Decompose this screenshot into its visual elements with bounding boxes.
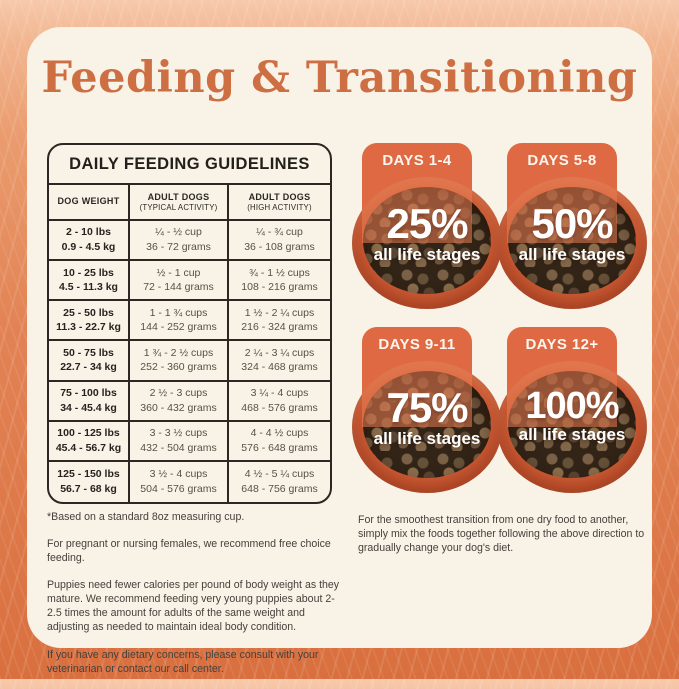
days-badge-label: DAYS 9-11 (378, 336, 456, 353)
table-cell-weight: 50 - 75 lbs 22.7 - 34 kg (49, 341, 130, 382)
mix-label: all life stages (373, 429, 481, 448)
mix-percent: 25% (386, 200, 468, 247)
transition-note: For the smoothest transition from one dr… (358, 514, 645, 555)
table-cell-typical: 3 - 3 ½ cups 432 - 504 grams (130, 421, 229, 462)
stage-days-9-11: DAYS 9-11 75% all life stages (352, 327, 502, 507)
table-row: 100 - 125 lbs 45.4 - 56.7 kg 3 - 3 ½ cups 4… (49, 421, 330, 462)
transition-stages: DAYS 1-4 25% all life stages DAYS 5-8 50… (352, 143, 652, 513)
footnote-measuring-cup: *Based on a standard 8oz measuring cup. (47, 511, 245, 523)
table-cell-high: ¾ - 1 ½ cups 108 - 216 grams (229, 261, 330, 302)
note-puppies: Puppies need fewer calories per pound of… (47, 579, 340, 634)
table-row: 75 - 100 lbs 34 - 45.4 kg 2 ½ - 3 cups 360 … (49, 381, 330, 422)
mix-percent: 50% (531, 200, 613, 247)
table-cell-high: ¼ - ¾ cup 36 - 108 grams (229, 221, 330, 262)
table-cell-weight: 75 - 100 lbs 34 - 45.4 kg (49, 381, 130, 422)
mix-percent: 100% (525, 385, 619, 427)
column-header-dog-weight: DOG WEIGHT (49, 185, 130, 221)
table-row: 125 - 150 lbs 56.7 - 68 kg 3 ½ - 4 cups 504… (49, 461, 330, 502)
feeding-notes: *Based on a standard 8oz measuring cup. … (47, 510, 349, 689)
daily-feeding-guidelines-table: DAILY FEEDING GUIDELINES DOG WEIGHT ADUL… (47, 143, 332, 504)
kibble-bowl-image (497, 177, 647, 309)
note-dietary-concerns: If you have any dietary concerns, please… (47, 648, 319, 675)
table-cell-typical: 1 ¾ - 2 ½ cups 252 - 360 grams (130, 341, 229, 382)
table-cell-typical: 3 ½ - 4 cups 504 - 576 grams (130, 461, 229, 502)
table-header-row: DOG WEIGHT ADULT DOGS (TYPICAL ACTIVITY)… (49, 185, 330, 221)
table-cell-high: 3 ¼ - 4 cups 468 - 576 grams (229, 382, 330, 422)
table-cell-high: 4 ½ - 5 ¼ cups 648 - 756 grams (241, 468, 318, 495)
kibble-bowl-image (352, 361, 502, 493)
table-cell-weight: 100 - 125 lbs 45.4 - 56.7 kg (49, 421, 130, 462)
table-cell-weight: 125 - 150 lbs 56.7 - 68 kg (49, 461, 130, 502)
mix-ratio: 75% all life stages (352, 387, 502, 449)
table-cell-weight: 25 - 50 lbs 11.3 - 22.7 kg (49, 301, 130, 342)
table-cell-typical: 2 ½ - 3 cups 360 - 432 grams (130, 381, 229, 422)
note-pregnant-nursing: For pregnant or nursing females, we reco… (47, 538, 331, 565)
mix-label: all life stages (518, 245, 626, 264)
stage-days-1-4: DAYS 1-4 25% all life stages (352, 143, 502, 323)
table-cell-typical: 1 - 1 ¾ cups 144 - 252 grams (130, 301, 229, 342)
mix-ratio: 100% all life stages (497, 387, 647, 445)
stage-days-12-plus: DAYS 12+ 100% all life stages (497, 327, 647, 507)
table-row: 10 - 25 lbs 4.5 - 11.3 kg ½ - 1 cup 72 - 14… (49, 261, 330, 302)
table-cell-weight: 2 - 10 lbs 0.9 - 4.5 kg (49, 221, 130, 262)
content-card: Feeding & Transitioning DAILY FEEDING GU… (27, 27, 652, 675)
mix-ratio: 50% all life stages (497, 203, 647, 265)
badge-tint-overlay (362, 177, 472, 243)
mix-label: all life stages (518, 425, 626, 444)
column-header-high-activity: ADULT DOGS (HIGH ACTIVITY) (229, 185, 330, 221)
table-cell-high: 2 ¼ - 3 ¼ cups 324 - 468 grams (229, 341, 330, 382)
mix-label: all life stages (373, 245, 481, 264)
column-header-typical-activity: ADULT DOGS (TYPICAL ACTIVITY) (130, 185, 229, 221)
kibble-bowl-image (497, 361, 647, 493)
badge-tint-overlay (507, 361, 617, 427)
days-badge-label: DAYS 1-4 (382, 152, 452, 169)
table-cell-high: 1 ½ - 2 ¼ cups 216 - 324 grams (229, 301, 330, 342)
table-cell-typical: ½ - 1 cup 72 - 144 grams (130, 261, 229, 302)
mix-ratio: 25% all life stages (352, 203, 502, 265)
table-row: 2 - 10 lbs 0.9 - 4.5 kg ¼ - ½ cup 36 - 72 g… (49, 221, 330, 262)
page-title: Feeding & Transitioning (41, 53, 638, 103)
table-row: 25 - 50 lbs 11.3 - 22.7 kg 1 - 1 ¾ cups 144… (49, 301, 330, 342)
days-badge-label: DAYS 12+ (525, 336, 599, 353)
table-row: 50 - 75 lbs 22.7 - 34 kg 1 ¾ - 2 ½ cups 252… (49, 341, 330, 382)
days-badge-label: DAYS 5-8 (527, 152, 597, 169)
badge-tint-overlay (362, 361, 472, 427)
table-cell-weight: 10 - 25 lbs 4.5 - 11.3 kg (49, 261, 130, 302)
kibble-bowl-image (352, 177, 502, 309)
table-cell-high: 4 - 4 ½ cups 576 - 648 grams (229, 422, 330, 462)
table-title: DAILY FEEDING GUIDELINES (49, 145, 330, 185)
mix-percent: 75% (386, 384, 468, 431)
stage-days-5-8: DAYS 5-8 50% all life stages (497, 143, 647, 323)
table-cell-typical: ¼ - ½ cup 36 - 72 grams (130, 221, 229, 262)
badge-tint-overlay (507, 177, 617, 243)
